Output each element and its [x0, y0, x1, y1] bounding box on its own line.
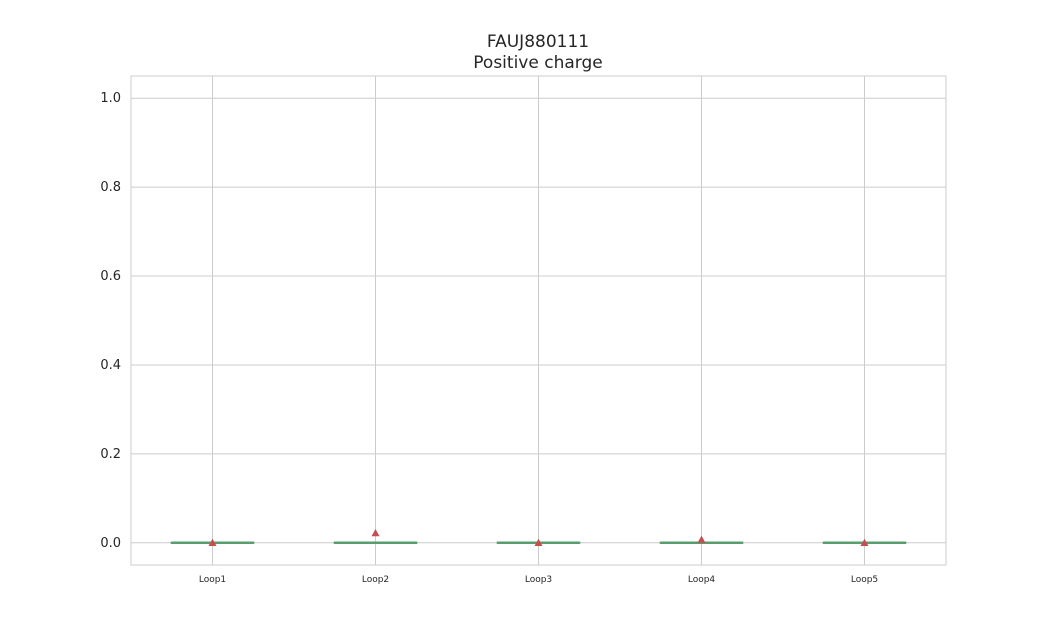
y-tick-label: 0.4 [100, 358, 121, 373]
mean-marker [697, 535, 706, 543]
y-tick-label: 0.6 [100, 269, 121, 284]
chart-subtitle: Positive charge [473, 53, 602, 73]
y-tick-label: 0.8 [100, 180, 121, 195]
y-tick-label: 1.0 [100, 91, 121, 106]
x-tick-label: Loop1 [199, 575, 226, 585]
plot-frame [130, 75, 947, 566]
chart-title: FAUJ880111 [487, 32, 589, 52]
plot-marks [170, 528, 907, 546]
y-tick-label: 0.2 [100, 447, 121, 462]
mean-marker [860, 538, 869, 546]
mean-marker [534, 538, 543, 546]
x-tick-label: Loop2 [362, 575, 389, 585]
mean-marker [371, 528, 380, 537]
x-tick-label: Loop4 [688, 575, 716, 585]
axis-labels: 0.0 0.2 0.4 0.6 0.8 1.0 Loop1 Loop2 Loop3 Loop4 Lo… [100, 91, 878, 585]
grid-lines [131, 76, 946, 565]
x-tick-label: Loop3 [525, 575, 552, 585]
x-tick-label: Loop5 [851, 575, 878, 585]
y-tick-label: 0.0 [100, 536, 121, 551]
mean-marker [208, 538, 217, 546]
